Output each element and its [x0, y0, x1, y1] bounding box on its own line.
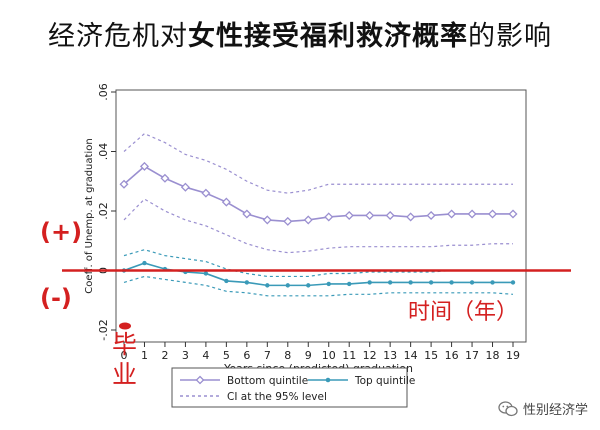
ci-line: [123, 275, 514, 297]
bottom-quintile-point: [324, 212, 334, 222]
top-quintile-point: [203, 271, 209, 276]
x-tick-label: 6: [243, 349, 250, 362]
x-tick-label: 14: [404, 349, 418, 362]
x-tick-label: 15: [424, 349, 438, 362]
legend-label: Bottom quintile: [227, 375, 308, 387]
top-quintile-point: [326, 281, 331, 287]
time-label: 时间（年）: [408, 300, 519, 325]
x-tick-label: 2: [161, 349, 168, 362]
x-tick-label: 16: [445, 349, 459, 362]
ci-line: [123, 198, 513, 254]
bottom-quintile-point: [467, 209, 477, 219]
bottom-quintile-point: [201, 188, 211, 198]
legend-box: [171, 367, 408, 408]
x-tick-label: 12: [363, 349, 377, 362]
top-quintile-point: [510, 280, 516, 285]
graduation-marker: [119, 322, 131, 330]
x-tick-label: 1: [141, 349, 148, 362]
bottom-quintile-point: [119, 179, 129, 189]
legend-label: CI at the 95% level: [227, 391, 327, 403]
bottom-quintile-point: [385, 210, 395, 220]
negative-label: (-): [40, 284, 72, 312]
top-quintile-point: [224, 278, 229, 284]
top-quintile-point: [408, 280, 413, 285]
top-quintile-point: [142, 260, 147, 266]
y-tick-label: -.02: [97, 319, 110, 340]
bottom-quintile-point: [365, 210, 375, 220]
plot-frame: [115, 89, 527, 343]
title-part-2: 女性接受福利救济概率: [188, 21, 468, 52]
top-quintile-point: [387, 280, 393, 285]
top-quintile-point: [428, 280, 434, 285]
bottom-quintile-point: [262, 215, 272, 225]
y-tick-label: .04: [97, 143, 110, 161]
bottom-quintile-point: [221, 197, 231, 207]
bottom-quintile-point: [406, 212, 416, 222]
x-tick-label: 3: [182, 349, 189, 362]
legend-label: Top quintile: [354, 375, 415, 387]
bottom-quintile-point: [447, 209, 457, 219]
legend-marker-diamond: [195, 375, 205, 385]
positive-label: (+): [40, 218, 83, 246]
bottom-quintile-point: [180, 182, 190, 192]
bottom-quintile-point: [508, 209, 518, 219]
title-part-1: 经济危机对: [48, 21, 188, 52]
x-tick-label: 17: [465, 349, 479, 362]
bottom-quintile-point: [160, 173, 170, 183]
x-tick-label: 7: [264, 349, 271, 362]
page-title: 经济危机对女性接受福利救济概率的影响: [0, 14, 600, 53]
bottom-quintile-point: [488, 209, 498, 219]
top-quintile-point: [449, 280, 454, 285]
x-tick-label: 18: [486, 349, 500, 362]
y-axis-label: Coeff. of Unemp. at graduation: [84, 138, 95, 293]
title-part-3: 的影响: [468, 21, 552, 52]
legend-marker-dot: [325, 377, 331, 383]
x-tick-label: 9: [305, 349, 312, 362]
bottom-quintile-point: [426, 210, 436, 220]
bottom-quintile-point: [303, 215, 313, 225]
x-tick-label: 11: [342, 349, 356, 362]
top-quintile-point: [347, 281, 352, 287]
y-tick-label: .06: [97, 83, 110, 101]
x-tick-label: 5: [223, 349, 230, 362]
bottom-quintile-point: [242, 209, 252, 219]
bottom-quintile-point: [139, 161, 149, 171]
watermark: 性别经济学: [498, 399, 588, 418]
wechat-logo-icon: [498, 400, 518, 416]
series-line: [123, 262, 513, 287]
top-quintile-point: [285, 283, 290, 288]
top-quintile-point: [469, 280, 475, 285]
x-tick-label: 4: [202, 349, 209, 362]
bottom-quintile-point: [344, 210, 354, 220]
x-tick-label: 19: [506, 349, 520, 362]
ci-line: [123, 132, 513, 194]
top-quintile-point: [367, 280, 372, 285]
top-quintile-point: [490, 280, 495, 285]
x-tick-label: 13: [383, 349, 397, 362]
x-tick-label: 10: [322, 349, 336, 362]
graduation-label: 毕业: [112, 330, 138, 389]
x-tick-label: 0: [121, 349, 128, 362]
watermark-text: 性别经济学: [522, 403, 588, 418]
y-tick-label: .02: [97, 202, 110, 220]
ci-line: [123, 249, 513, 278]
top-quintile-point: [244, 280, 250, 285]
top-quintile-point: [265, 283, 270, 288]
bottom-quintile-point: [283, 216, 293, 226]
top-quintile-point: [306, 283, 311, 288]
x-tick-label: 8: [284, 349, 291, 362]
